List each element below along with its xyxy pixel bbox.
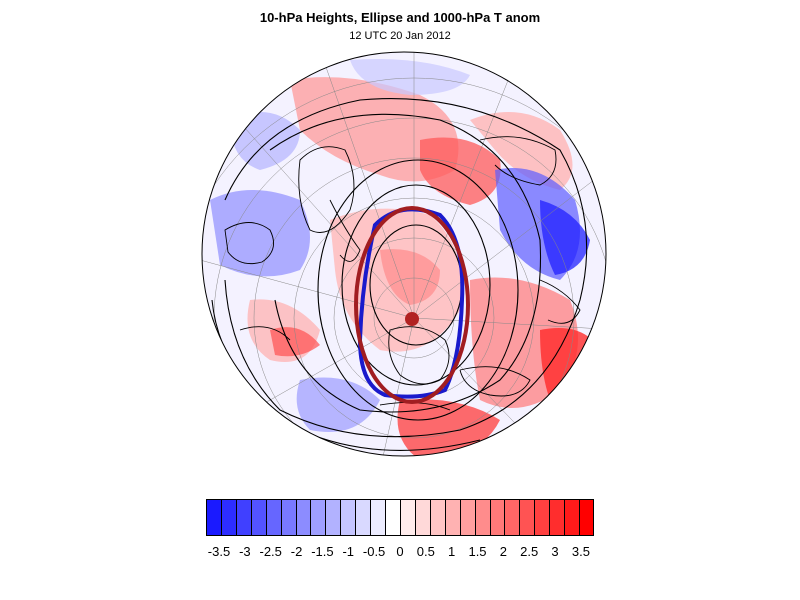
colorbar-box	[250, 499, 267, 536]
colorbar-box	[534, 499, 550, 536]
colorbar-box	[385, 499, 401, 536]
ellipse-centroid	[405, 312, 419, 326]
map-subtitle: 12 UTC 20 Jan 2012	[349, 30, 451, 42]
colorbar-box	[340, 499, 356, 536]
colorbar-box	[429, 499, 446, 536]
colorbar-label: 3.5	[571, 544, 590, 559]
fitted-ellipse	[354, 206, 470, 404]
colorbar-box	[265, 499, 282, 536]
colorbar-label: 1	[448, 544, 456, 559]
colorbar-label: -1.5	[311, 544, 334, 559]
colorbar-label: 2.5	[520, 544, 539, 559]
colorbar-box	[519, 499, 535, 536]
colorbar-label: 0.5	[416, 544, 435, 559]
colorbar-label: -0.5	[362, 544, 386, 559]
colorbar-box	[235, 499, 252, 536]
colorbar-box	[295, 499, 311, 536]
colorbar-box	[489, 499, 505, 536]
colorbar-label: -1	[342, 544, 355, 559]
map-title: 10-hPa Heights, Ellipse and 1000-hPa T a…	[259, 10, 541, 25]
colorbar-box	[280, 499, 297, 536]
colorbar	[206, 499, 595, 537]
colorbar-box	[414, 499, 431, 536]
colorbar-box	[504, 499, 520, 536]
colorbar-label: 1.5	[468, 544, 487, 559]
colorbar-label: 2	[499, 544, 507, 559]
colorbar-box	[310, 499, 326, 536]
colorbar-box	[325, 499, 341, 536]
colorbar-box	[220, 499, 237, 536]
globe-outline	[201, 51, 607, 457]
colorbar-label: -2	[290, 544, 303, 559]
polar-map	[201, 51, 607, 457]
colorbar-label: 3	[551, 544, 559, 559]
colorbar-box	[459, 499, 476, 536]
colorbar-box	[579, 499, 595, 536]
colorbar-label: -2.5	[259, 544, 282, 559]
colorbar-box	[564, 499, 580, 536]
colorbar-box	[474, 499, 491, 536]
colorbar-box	[549, 499, 565, 536]
colorbar-box	[444, 499, 461, 536]
colorbar-label: 0	[396, 544, 404, 559]
colorbar-box	[206, 499, 222, 536]
colorbar-label: -3.5	[207, 544, 231, 559]
colorbar-box	[355, 499, 371, 536]
colorbar-box	[400, 499, 416, 536]
colorbar-box	[370, 499, 386, 536]
colorbar-label: -3	[239, 544, 251, 559]
